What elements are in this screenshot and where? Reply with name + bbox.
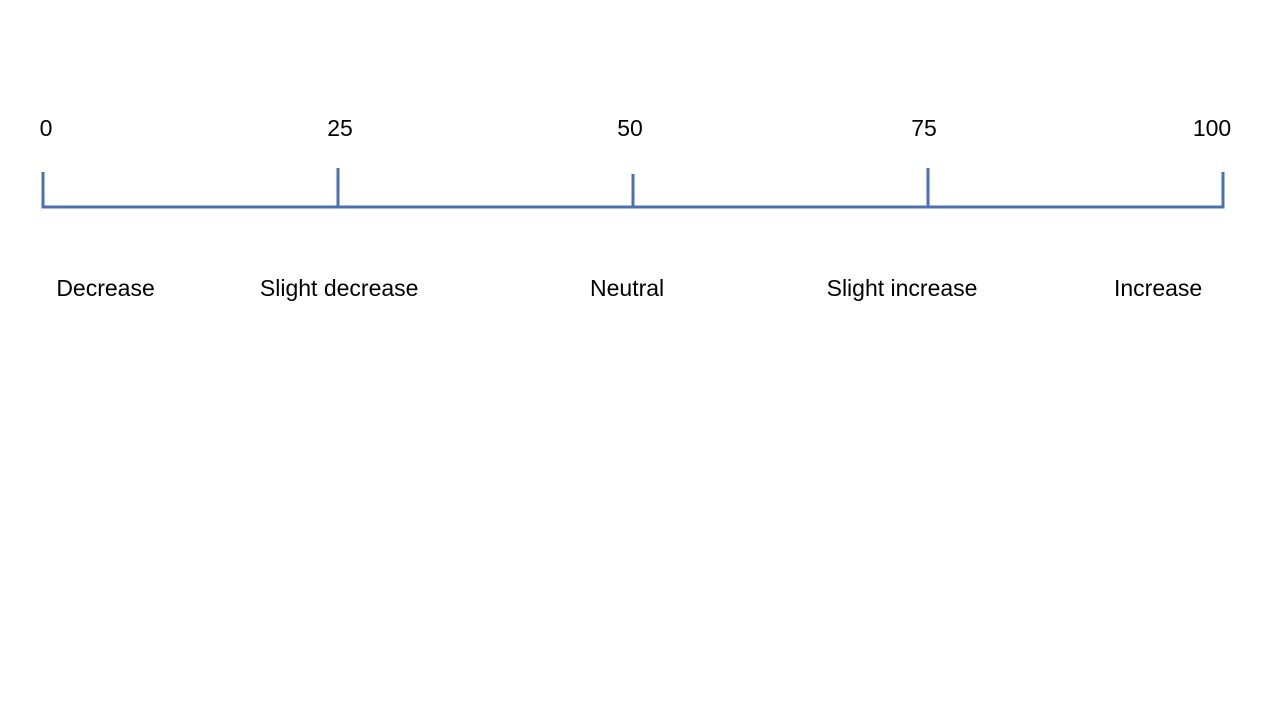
category-label-slight-decrease: Slight decrease: [260, 275, 419, 301]
tick-number-25: 25: [327, 115, 353, 141]
category-label-slight-increase: Slight increase: [827, 275, 978, 301]
scale-category-labels: Decrease Slight decrease Neutral Slight inc…: [56, 275, 1202, 301]
tick-number-50: 50: [617, 115, 643, 141]
category-label-increase: Increase: [1114, 275, 1202, 301]
tick-number-100: 100: [1193, 115, 1231, 141]
tick-number-75: 75: [911, 115, 937, 141]
tick-number-0: 0: [40, 115, 53, 141]
category-label-decrease: Decrease: [56, 275, 154, 301]
category-label-neutral: Neutral: [590, 275, 664, 301]
scale-tick-numbers: 0 25 50 75 100: [40, 115, 1232, 141]
scale-ticks: [41, 168, 1225, 207]
